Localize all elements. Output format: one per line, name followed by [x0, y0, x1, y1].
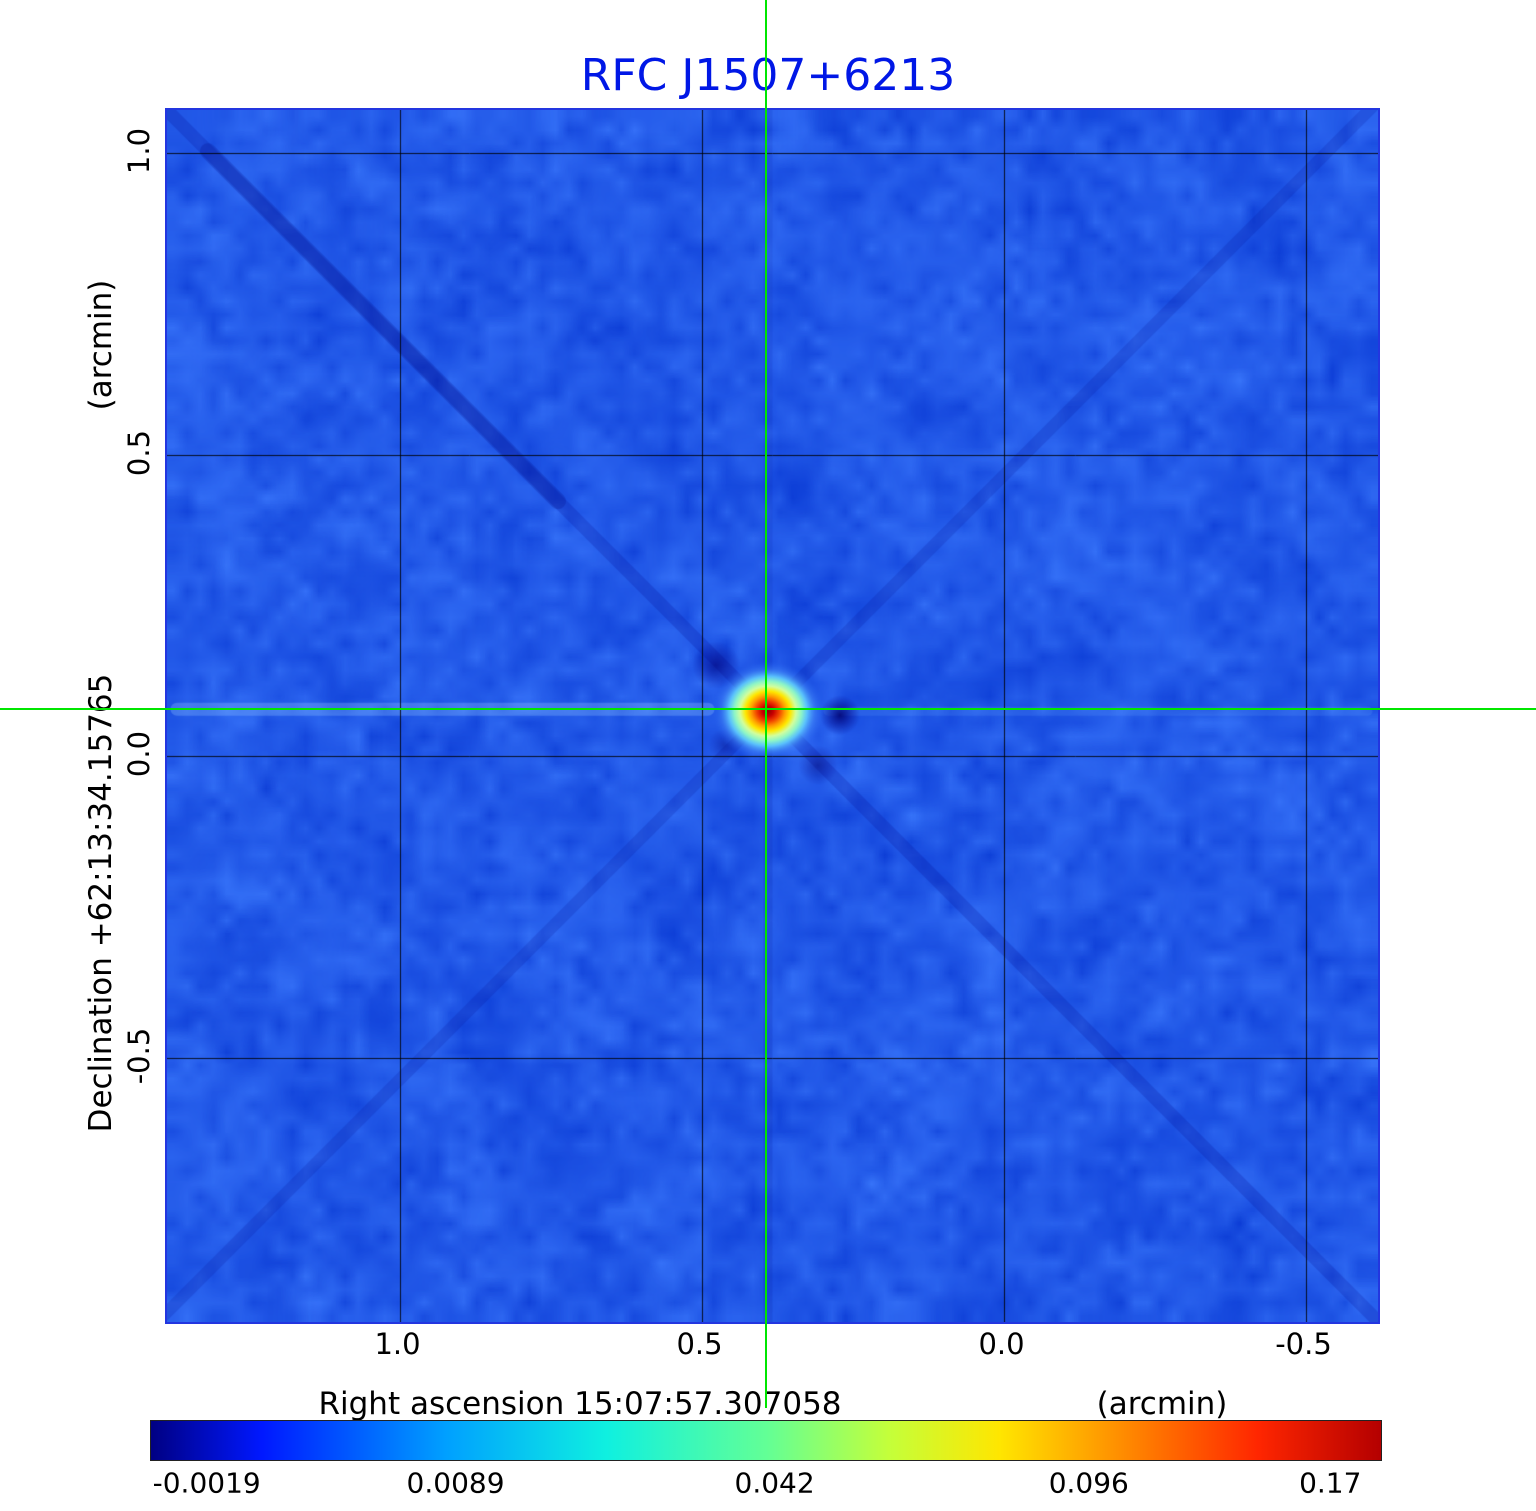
- y-tick-label: 0.5: [122, 429, 156, 476]
- sky-map-canvas: [167, 110, 1378, 1322]
- colorbar-tick-label: 0.0089: [406, 1466, 505, 1500]
- x-tick-label: 1.0: [374, 1327, 421, 1361]
- colorbar-gradient: [150, 1420, 1382, 1461]
- y-tick-label: 0.0: [122, 731, 156, 778]
- colorbar-tick-label: 0.17: [1299, 1466, 1362, 1500]
- y-tick-label: 1.0: [122, 128, 156, 175]
- x-axis-label: Right ascension 15:07:57.307058: [318, 1386, 842, 1422]
- y-tick-label: -0.5: [122, 1027, 156, 1085]
- colorbar-tick-label: 0.096: [1048, 1466, 1129, 1500]
- y-axis-label: Declination +62:13:34.15765: [83, 673, 119, 1133]
- x-tick-label: 0.5: [676, 1327, 723, 1361]
- x-tick-label: 0.0: [978, 1327, 1025, 1361]
- chart-title: RFC J1507+6213: [580, 50, 956, 101]
- y-axis-unit-label: (arcmin): [83, 279, 119, 411]
- x-axis-unit-label: (arcmin): [1096, 1386, 1228, 1422]
- crosshair-horizontal-line: [0, 708, 1536, 711]
- x-tick-label: -0.5: [1275, 1327, 1332, 1361]
- colorbar-tick-label: -0.0019: [152, 1466, 261, 1500]
- colorbar-tick-label: 0.042: [734, 1466, 815, 1500]
- sky-map-frame: [165, 108, 1380, 1324]
- crosshair-vertical-line: [764, 0, 767, 1408]
